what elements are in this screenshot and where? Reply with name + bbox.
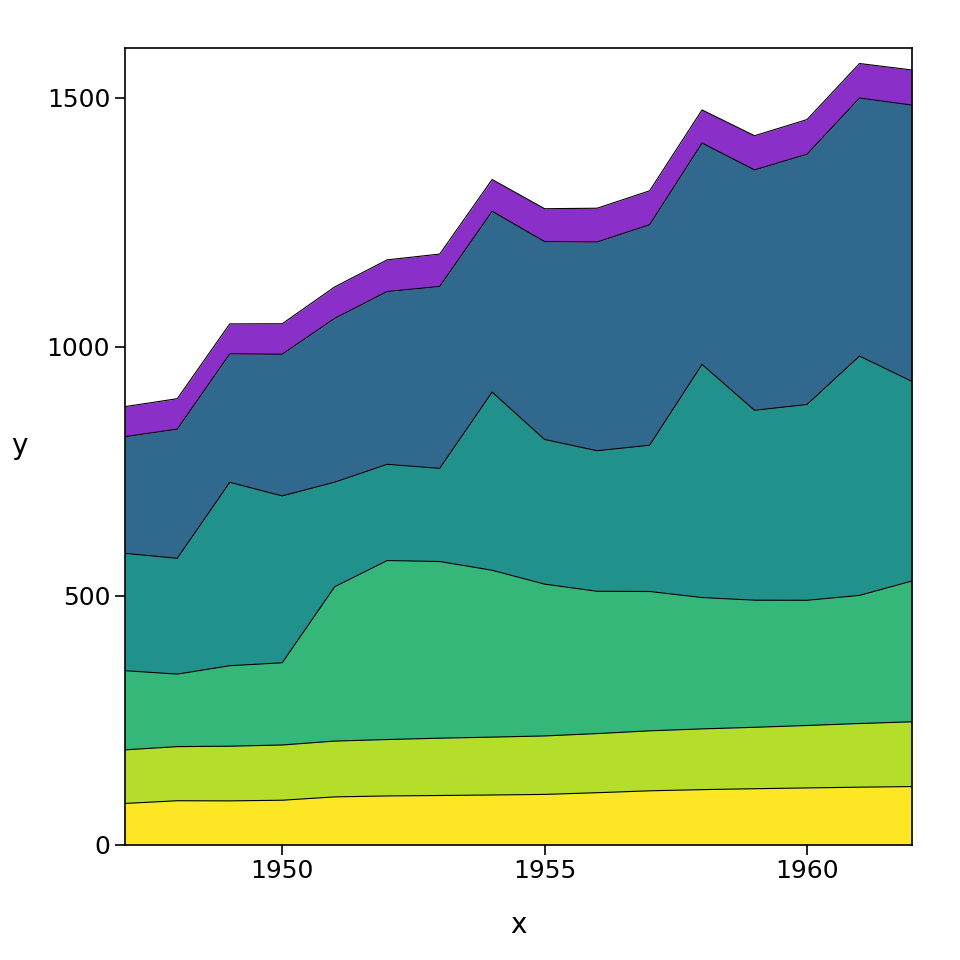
Y-axis label: y: y <box>11 432 27 461</box>
X-axis label: x: x <box>510 911 527 939</box>
